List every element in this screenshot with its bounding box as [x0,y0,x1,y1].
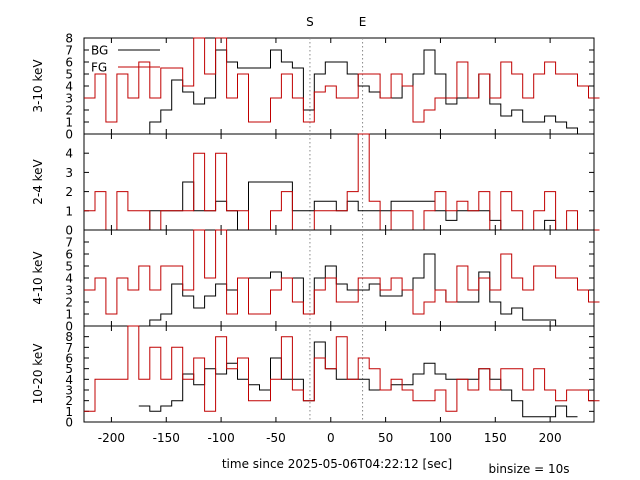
series-bg-panel-1 [138,49,589,135]
x-tick-label: -150 [153,431,180,445]
x-tick-label: 100 [429,431,452,445]
y-tick-label: 5 [65,362,73,376]
y-tick-label: 0 [65,416,73,430]
y-tick-label: 1 [65,204,73,218]
panel-frame [83,325,595,423]
y-tick-label: 4 [65,80,73,94]
x-tick-label: -100 [207,431,234,445]
y-tick-label: 1 [65,405,73,419]
y-tick-label: 2 [65,296,73,310]
series-fg-panel-1 [84,37,600,123]
y-tick-label: 4 [65,147,73,161]
legend-label-bg: BG [91,44,108,58]
x-tick-label: 50 [378,431,393,445]
series-fg-panel-4 [84,325,600,412]
y-tick-label: 0 [65,128,73,142]
y-tick-label: 1 [65,308,73,322]
y-tick-label: 0 [65,224,73,238]
series-fg-panel-3 [84,229,600,315]
panel-2: 0 1 2 3 4 2-4 keV [31,133,600,238]
series-fg-panel-2 [84,133,600,231]
x-axis: -200 -150 -100 -50 0 50 100 150 200 [98,431,562,445]
y-tick-label: 7 [65,236,73,250]
y-tick-label: 0 [65,320,73,334]
y-tick-label: 8 [65,32,73,46]
y-tick-label: 7 [65,341,73,355]
y-tick-label: 3 [65,284,73,298]
x-tick-label: -200 [98,431,125,445]
x-tick-label: -50 [266,431,286,445]
binsize-label: binsize = 10s [488,462,569,476]
marker-label-s: S [306,15,314,29]
x-tick-label: 150 [484,431,507,445]
y-tick-label: 1 [65,116,73,130]
y-tick-label: 3 [65,384,73,398]
y-axis-label: 10-20 keV [31,343,45,405]
y-tick-label: 2 [65,104,73,118]
y-tick-label: 6 [65,248,73,262]
x-axis-label: time since 2025-05-06T04:22:12 [sec] [222,457,452,471]
y-axis-label: 4-10 keV [31,251,45,305]
y-tick-label: 5 [65,68,73,82]
y-tick-label: 8 [65,330,73,344]
y-tick-label: 2 [65,185,73,199]
y-tick-label: 3 [65,92,73,106]
y-tick-label: 6 [65,56,73,70]
marker-label-e: E [359,15,367,29]
y-tick-label: 4 [65,272,73,286]
y-tick-label: 3 [65,166,73,180]
legend-label-fg: FG [91,61,107,75]
y-tick-label: 5 [65,260,73,274]
y-axis-label: 3-10 keV [31,59,45,113]
x-tick-label: 200 [539,431,562,445]
y-tick-label: 2 [65,394,73,408]
y-tick-label: 6 [65,352,73,366]
y-tick-label: 4 [65,373,73,387]
y-tick-label: 7 [65,44,73,58]
y-axis-label: 2-4 keV [31,158,45,204]
series-bg-panel-3 [138,253,578,327]
x-tick-label: 0 [327,431,335,445]
